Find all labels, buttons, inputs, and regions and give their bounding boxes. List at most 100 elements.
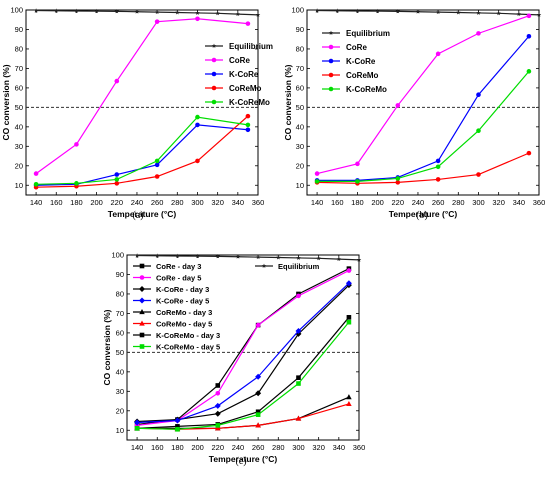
data-point <box>476 172 481 177</box>
data-point <box>245 122 251 128</box>
data-point <box>195 122 200 128</box>
series-line <box>317 9 540 16</box>
x-tick-label: 200 <box>90 198 103 207</box>
data-point <box>255 322 261 328</box>
y-tick-label: 90 <box>15 25 23 34</box>
series-line <box>36 116 249 185</box>
plot-frame <box>126 254 360 441</box>
legend-item: Equilibrium <box>205 42 273 51</box>
panel-caption: (b) <box>416 210 428 221</box>
data-point <box>235 11 241 17</box>
data-point <box>415 9 421 14</box>
data-point <box>114 172 120 177</box>
data-point <box>255 422 261 428</box>
legend-item: Equilibrium <box>255 262 320 271</box>
y-tick-label: 90 <box>116 270 124 279</box>
y-axis-label: CO conversion (%) <box>102 309 112 385</box>
data-point <box>134 253 140 258</box>
data-point <box>356 257 362 262</box>
data-point <box>215 390 221 396</box>
legend-item: K-CoRe <box>205 70 259 79</box>
legend-swatch-marker <box>261 263 267 268</box>
data-point <box>245 113 251 119</box>
panel-caption: (a) <box>132 210 143 221</box>
x-tick-label: 360 <box>533 198 546 207</box>
data-point <box>134 426 140 431</box>
legend-label: CoReMo <box>346 71 379 80</box>
data-point <box>175 10 180 15</box>
legend-swatch-marker <box>211 99 217 105</box>
series-line <box>137 316 350 429</box>
data-point <box>346 315 352 320</box>
x-tick-label: 260 <box>252 443 265 452</box>
x-tick-label: 280 <box>171 198 184 207</box>
y-tick-label: 40 <box>15 122 23 131</box>
y-tick-label: 50 <box>296 103 304 112</box>
data-point <box>355 161 360 167</box>
x-tick-label: 200 <box>371 198 384 207</box>
series-line <box>317 152 530 184</box>
data-point <box>74 181 79 186</box>
data-point <box>175 253 180 258</box>
legend-label: K-CoRe <box>346 57 376 66</box>
series-equilibrium <box>314 8 542 17</box>
data-point <box>435 9 441 15</box>
legend-swatch-marker <box>328 58 334 64</box>
data-point <box>114 181 120 186</box>
series-line <box>137 282 350 424</box>
data-point <box>114 78 120 84</box>
data-point <box>215 423 221 428</box>
x-tick-label: 280 <box>452 198 465 207</box>
data-point <box>435 164 441 170</box>
legend-swatch-marker <box>139 286 145 292</box>
y-tick-label: 10 <box>15 181 23 190</box>
y-tick-label: 20 <box>296 161 304 170</box>
legend-swatch-marker <box>328 86 334 92</box>
y-tick-label: 30 <box>296 142 304 151</box>
data-point <box>314 171 320 176</box>
x-axis-label: Temperature (°C) <box>108 209 177 219</box>
y-tick-label: 20 <box>15 161 23 170</box>
y-tick-label: 30 <box>116 387 124 396</box>
legend-swatch-marker <box>139 275 145 280</box>
data-point <box>536 12 542 17</box>
y-tick-label: 60 <box>296 83 304 92</box>
data-point <box>154 19 160 24</box>
chart-panel-a: 140 160 180 200 220 240 260 280 300 320 340 360 10 20… <box>1 6 273 221</box>
data-point <box>195 253 200 259</box>
data-point <box>435 158 441 164</box>
x-tick-label: 160 <box>331 198 344 207</box>
data-point <box>154 162 160 168</box>
series-equilibrium <box>33 8 261 17</box>
y-tick-label: 40 <box>296 122 304 131</box>
x-tick-label: 220 <box>212 443 225 452</box>
data-point <box>214 410 221 417</box>
data-point <box>276 255 281 260</box>
data-point <box>255 412 261 417</box>
series-line <box>137 254 360 261</box>
legend-label: K-CoReMo <box>346 85 387 94</box>
data-point <box>295 327 302 334</box>
data-point <box>346 400 352 407</box>
data-point <box>214 402 221 409</box>
data-point <box>245 21 251 26</box>
series-line <box>137 284 350 423</box>
legend-label: CoReMo - day 5 <box>156 319 212 328</box>
legend-swatch-marker <box>211 57 217 63</box>
x-axis-label: Temperature (°C) <box>389 209 458 219</box>
data-point <box>526 33 532 39</box>
x-tick-label: 140 <box>311 198 324 207</box>
data-point <box>235 254 241 259</box>
series-coremo <box>33 113 251 190</box>
series-k-core-day-5 <box>134 280 352 426</box>
data-point <box>375 8 380 14</box>
data-point <box>215 253 221 259</box>
legend-item: K-CoRe - day 5 <box>133 296 209 305</box>
data-point <box>355 179 360 184</box>
chart-panel-b: 140 160 180 200 220 240 260 280 300 320 340 360 10 20… <box>283 6 545 221</box>
y-tick-label: 30 <box>15 142 23 151</box>
data-point <box>215 383 221 388</box>
legend: Equilibrium CoRe K-CoRe CoReMo K-CoReMo <box>322 29 390 94</box>
legend-label: CoRe - day 3 <box>156 262 201 271</box>
data-point <box>155 253 160 258</box>
